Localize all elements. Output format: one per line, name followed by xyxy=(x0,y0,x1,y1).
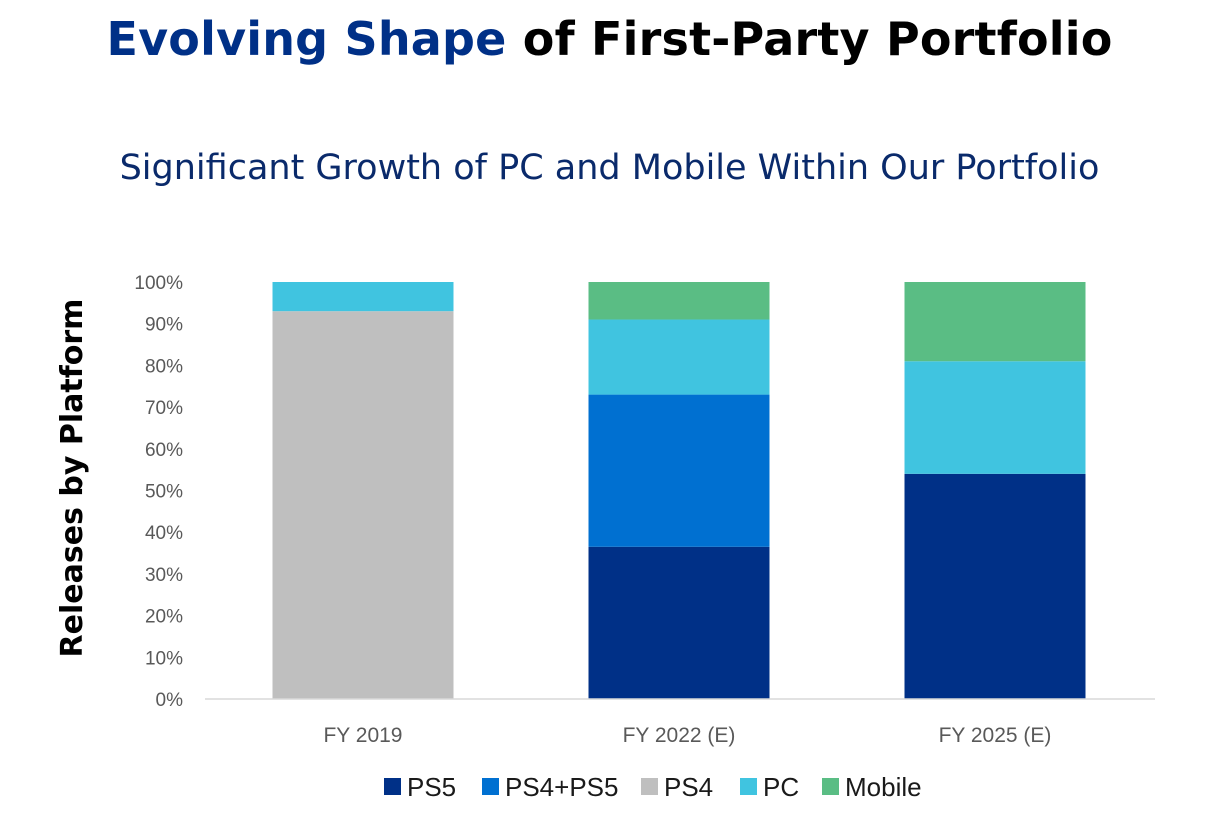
legend-label: PS5 xyxy=(407,772,456,802)
bar-segment-ps4-ps5 xyxy=(588,394,770,547)
page-title: Evolving Shape of First-Party Portfolio xyxy=(0,12,1219,66)
legend-label: PC xyxy=(763,772,799,802)
legend-swatch-ps4 xyxy=(641,778,658,795)
y-tick-label: 30% xyxy=(145,565,183,586)
legend-swatch-ps4-ps5 xyxy=(482,778,499,795)
bar-segment-ps4 xyxy=(272,311,454,699)
page-title-rest: of First-Party Portfolio xyxy=(506,12,1113,66)
y-tick-label: 0% xyxy=(156,690,184,711)
bar-segment-mobile xyxy=(904,282,1086,362)
chart-subtitle: Significant Growth of PC and Mobile With… xyxy=(119,148,1100,188)
y-tick-label: 20% xyxy=(145,607,183,628)
bar-segment-pc xyxy=(904,361,1086,474)
y-tick-label: 70% xyxy=(145,398,183,419)
page-title-accent: Evolving Shape xyxy=(106,12,507,66)
bar-segment-mobile xyxy=(588,282,770,320)
y-tick-label: 50% xyxy=(145,482,183,503)
legend-swatch-ps5 xyxy=(384,778,401,795)
x-category-label: FY 2025 (E) xyxy=(939,724,1052,747)
bar-segment-ps5 xyxy=(588,546,770,699)
y-tick-label: 80% xyxy=(145,356,183,377)
y-axis-label: Releases by Platform xyxy=(55,299,90,658)
y-tick-label: 60% xyxy=(145,440,183,461)
y-tick-label: 100% xyxy=(134,273,183,294)
legend-label: PS4 xyxy=(664,772,713,802)
legend-label: Mobile xyxy=(845,772,922,802)
y-tick-label: 40% xyxy=(145,523,183,544)
legend-swatch-mobile xyxy=(822,778,839,795)
bar-segment-pc xyxy=(272,282,454,312)
legend-swatch-pc xyxy=(740,778,757,795)
bar-segment-ps5 xyxy=(904,473,1086,699)
legend-label: PS4+PS5 xyxy=(505,772,618,802)
y-tick-label: 90% xyxy=(145,315,183,336)
y-tick-label: 10% xyxy=(145,648,183,669)
x-category-label: FY 2022 (E) xyxy=(623,724,736,747)
x-category-label: FY 2019 xyxy=(323,724,402,747)
bar-segment-pc xyxy=(588,319,770,395)
